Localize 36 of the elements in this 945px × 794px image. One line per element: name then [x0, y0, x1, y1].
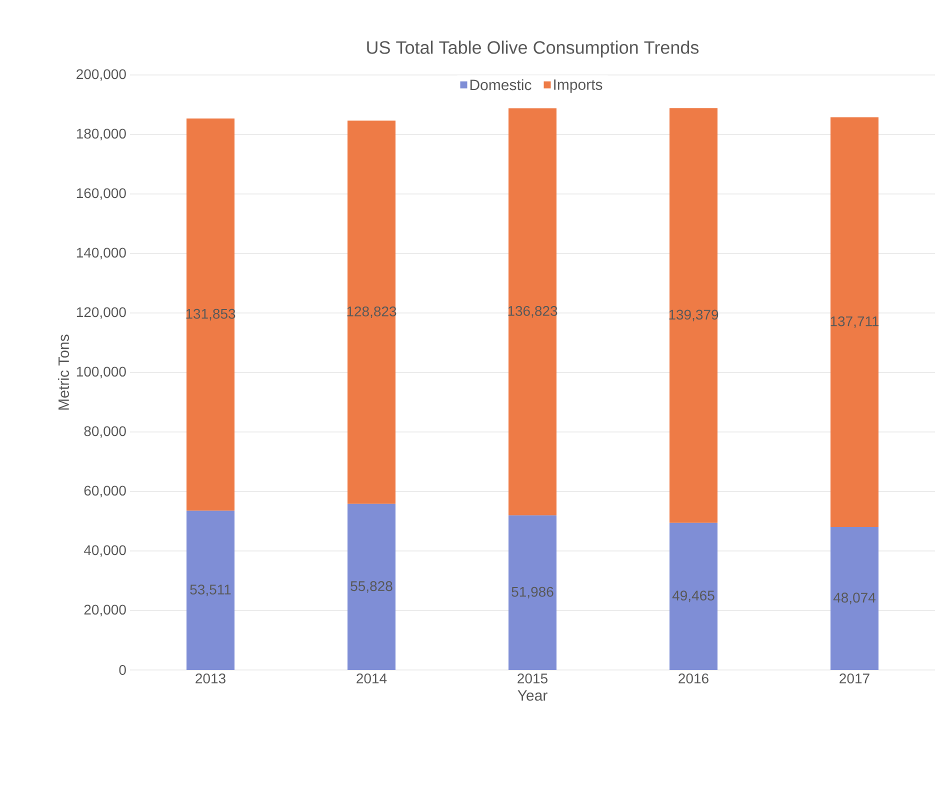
legend-label: Domestic: [470, 79, 532, 90]
legend-label: Imports: [554, 79, 602, 93]
y-tick-label: 80,000: [84, 426, 126, 438]
bar: [508, 515, 556, 670]
y-tick-label: 40,000: [84, 545, 126, 557]
data-label: 53,511: [190, 584, 231, 596]
bar: [830, 526, 878, 670]
x-tick-label: 2016: [678, 674, 708, 684]
x-tick-label: 2014: [356, 674, 387, 684]
data-label: 55,828: [350, 581, 392, 593]
bar: [186, 118, 235, 511]
y-tick-label: 100,000: [76, 366, 126, 378]
bar: [186, 510, 235, 670]
x-tick-label: 2017: [840, 674, 870, 684]
data-label: 49,465: [672, 590, 714, 602]
data-label: 51,986: [512, 586, 554, 598]
y-axis-title: Metric Tons: [58, 334, 69, 410]
y-tick-label: 200,000: [76, 69, 126, 81]
bar: [508, 108, 556, 516]
y-tick-label: 60,000: [84, 486, 126, 498]
y-tick-label: 120,000: [76, 307, 126, 319]
x-tick-label: 2015: [518, 674, 548, 684]
data-label: 48,074: [833, 592, 876, 604]
bar: [348, 120, 396, 504]
bar: [670, 108, 718, 523]
y-tick-label: 140,000: [76, 248, 126, 260]
y-tick-label: 0: [119, 665, 126, 675]
bar: [348, 504, 396, 670]
y-tick-label: 180,000: [76, 128, 126, 140]
chart-title: US Total Table Olive Consumption Trends: [367, 40, 699, 58]
x-axis-title: Year: [518, 690, 548, 701]
x-tick-label: 2013: [196, 674, 226, 684]
y-tick-label: 160,000: [76, 188, 126, 200]
bar: [830, 117, 878, 527]
bar: [670, 522, 718, 670]
y-tick-label: 20,000: [84, 604, 126, 616]
